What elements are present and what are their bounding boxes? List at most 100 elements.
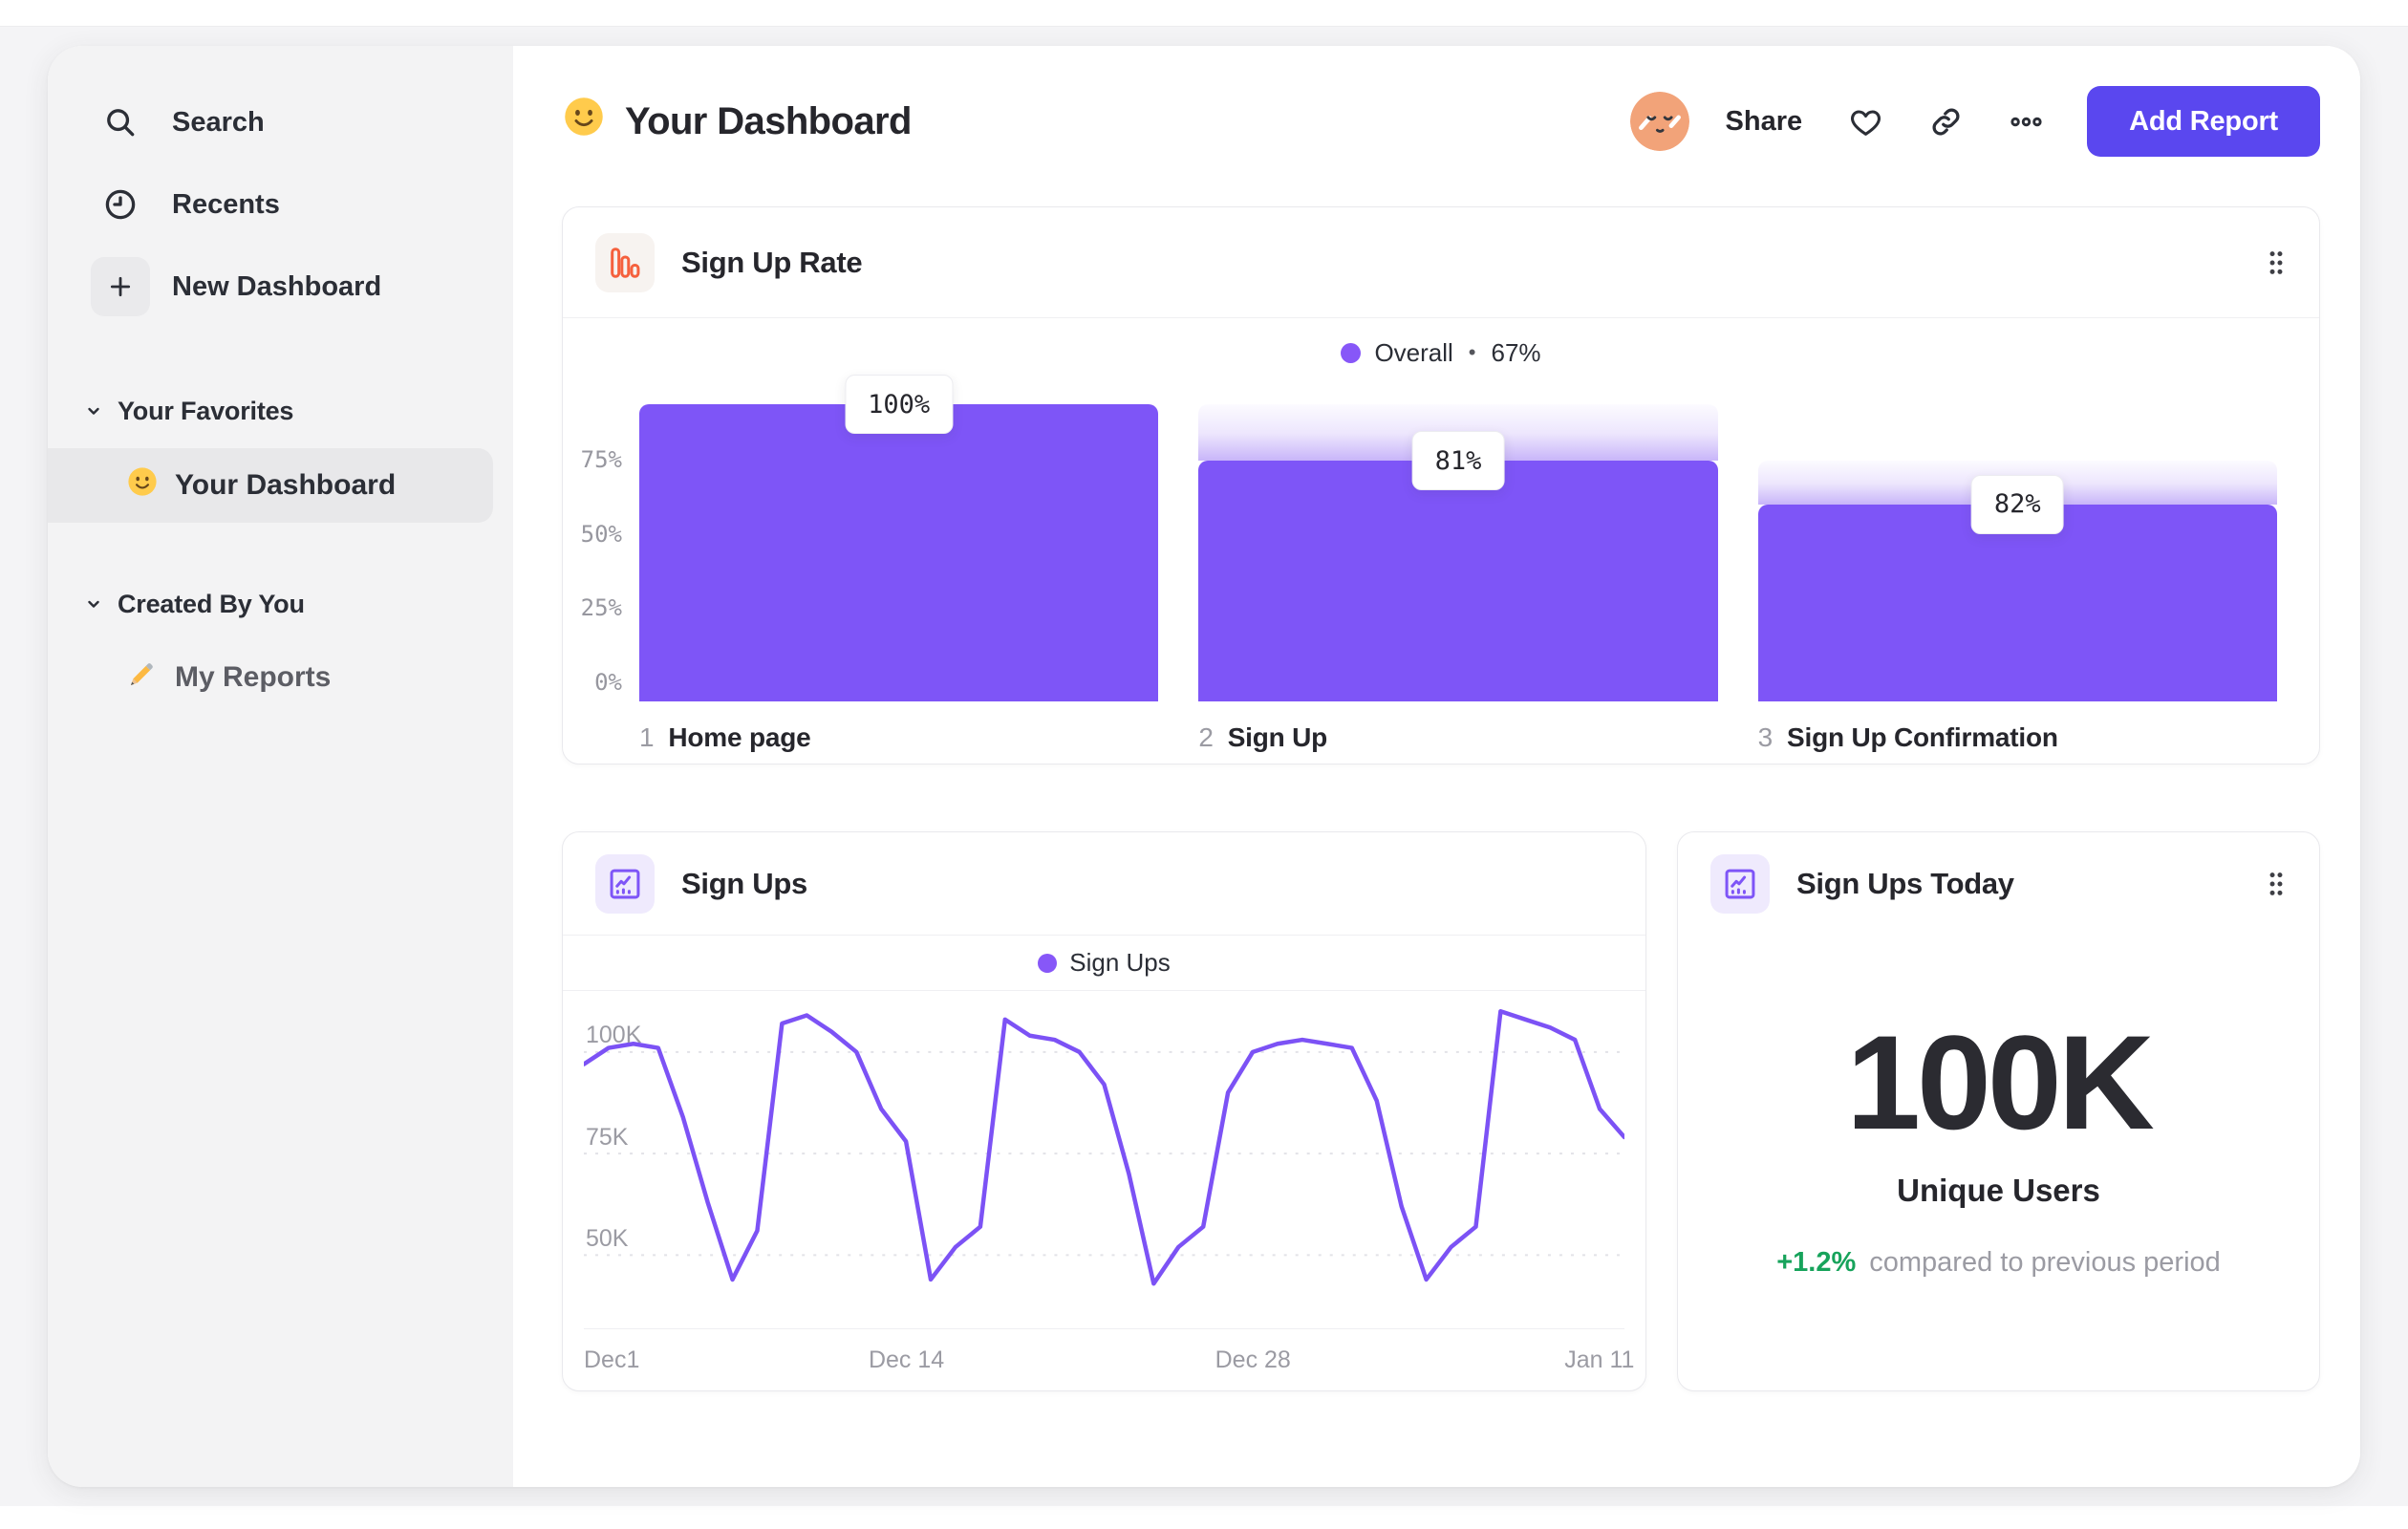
step-name: Sign Up [1227, 722, 1328, 752]
funnel-chart: 75% 50% 25% 0% 100% 81% [563, 375, 2319, 764]
header-actions: Share Add Report [1629, 86, 2320, 157]
page-title: Your Dashboard [562, 95, 912, 148]
funnel-y-axis: 75% 50% 25% 0% [563, 404, 622, 701]
add-report-button[interactable]: Add Report [2087, 86, 2320, 157]
line-x-tick: Dec1 [584, 1346, 640, 1373]
big-number-label: Unique Users [1897, 1173, 2100, 1208]
section-label: Created By You [118, 589, 305, 618]
funnel-value-chip: 82% [1970, 474, 2064, 534]
card-title: Sign Ups [681, 866, 807, 900]
funnel-y-tick: 75% [580, 445, 622, 473]
smiley-emoji-icon [126, 465, 159, 506]
card-title: Sign Up Rate [681, 245, 863, 279]
dashboard-header: Your Dashboard Share Add Report [562, 69, 2320, 174]
pencil-emoji-icon [126, 657, 159, 698]
funnel-legend: Overall • 67% [563, 318, 2319, 387]
drag-handle-icon[interactable] [2260, 247, 2292, 279]
window-top-strip [0, 0, 2408, 27]
step-name: Home page [668, 722, 811, 752]
delta-row: +1.2% compared to previous period [1678, 1247, 2319, 1279]
card-header: Sign Ups [563, 832, 1645, 936]
sidebar-item-label: My Reports [175, 661, 332, 693]
sidebar-section-your-favorites[interactable]: Your Favorites [48, 388, 513, 434]
clock-icon [101, 185, 140, 224]
page-title-text: Your Dashboard [625, 99, 912, 142]
section-label: Your Favorites [118, 396, 294, 425]
line-chart-icon [1710, 854, 1770, 914]
search-icon [101, 103, 140, 141]
card-header: Sign Ups Today [1678, 832, 2319, 936]
funnel-x-axis: 1 Home page 2 Sign Up 3 Sign Up Confirma… [639, 722, 2277, 753]
copy-link-icon[interactable] [1926, 102, 1965, 140]
sidebar-item-search[interactable]: Search [48, 81, 513, 163]
funnel-bars: 100% 81% 82% [639, 375, 2277, 701]
avatar[interactable] [1629, 92, 1689, 151]
funnel-value-chip: 100% [845, 375, 954, 434]
line-chart[interactable]: 100K 75K 50K [584, 991, 1624, 1329]
line-y-tick: 50K [586, 1225, 629, 1253]
delta-value: +1.2% [1776, 1247, 1857, 1278]
sign-ups-today-card: Sign Ups Today 100K Unique Users +1.2% c… [1677, 831, 2320, 1391]
favorite-heart-icon[interactable] [1846, 102, 1884, 140]
funnel-y-tick: 25% [580, 594, 622, 622]
delta-note: compared to previous period [1869, 1247, 2221, 1278]
drag-handle-icon[interactable] [2260, 868, 2292, 900]
sign-up-rate-card: Sign Up Rate Overall • 67% 75% 50% 25% 0% 1… [562, 206, 2320, 764]
more-options-icon[interactable] [2007, 102, 2045, 140]
step-name: Sign Up Confirmation [1787, 722, 2058, 752]
line-x-tick: Dec 28 [1215, 1346, 1291, 1373]
chevron-down-icon [82, 592, 105, 615]
funnel-bar-solid [1198, 461, 1718, 701]
funnel-bar-solid [1757, 504, 2277, 701]
line-legend: Sign Ups [563, 936, 1645, 991]
sidebar-item-label: Your Dashboard [175, 469, 397, 501]
funnel-step-label: 1 Home page [639, 722, 1158, 753]
funnel-y-tick: 0% [594, 669, 622, 696]
step-number: 3 [1757, 722, 1774, 752]
chevron-down-icon [82, 399, 105, 422]
sidebar-item-label: Search [172, 106, 265, 138]
line-chart-svg [584, 1008, 1624, 1286]
sidebar: Search Recents New Dashboard Your Favori… [48, 46, 513, 1487]
smiley-emoji-icon [562, 95, 606, 148]
line-chart-icon [595, 853, 655, 914]
share-button[interactable]: Share [1725, 105, 1803, 137]
legend-dot [1038, 953, 1058, 973]
big-number-value: 100K [1846, 1007, 2155, 1157]
legend-series: Overall [1374, 337, 1453, 367]
funnel-step-label: 3 Sign Up Confirmation [1758, 722, 2277, 753]
card-header: Sign Up Rate [563, 207, 2319, 318]
funnel-bar-sign-up-confirmation[interactable]: 82% [1757, 404, 2277, 701]
sidebar-item-new-dashboard[interactable]: New Dashboard [48, 246, 513, 328]
sidebar-item-recents[interactable]: Recents [48, 163, 513, 246]
funnel-bar-solid [639, 404, 1159, 701]
sidebar-item-label: New Dashboard [172, 270, 382, 302]
step-number: 1 [639, 722, 655, 752]
plus-icon [91, 257, 150, 316]
funnel-plot: 75% 50% 25% 0% 100% 81% [563, 375, 2319, 701]
step-number: 2 [1198, 722, 1214, 752]
line-x-axis: Dec1 Dec 14 Dec 28 Jan 11 [584, 1329, 1634, 1390]
window-bottom-strip [0, 1506, 2408, 1529]
funnel-bar-sign-up[interactable]: 81% [1198, 404, 1718, 701]
line-y-tick: 75K [586, 1123, 629, 1151]
funnel-chart-icon [595, 232, 655, 292]
card-title: Sign Ups Today [1796, 867, 2014, 900]
legend-separator: • [1468, 340, 1476, 364]
sign-ups-card: Sign Ups Sign Ups 100K 75K 50K Dec1 Dec 14 D… [562, 831, 1646, 1391]
funnel-y-tick: 50% [580, 520, 622, 548]
funnel-bar-home-page[interactable]: 100% [639, 375, 1159, 701]
funnel-value-chip: 81% [1411, 431, 1505, 491]
sidebar-item-your-dashboard[interactable]: Your Dashboard [48, 448, 493, 523]
bottom-row: Sign Ups Sign Ups 100K 75K 50K Dec1 Dec 14 D… [562, 831, 2320, 1391]
legend-dot [1341, 342, 1362, 363]
sidebar-item-label: Recents [172, 188, 280, 220]
line-x-tick: Jan 11 [1564, 1346, 1635, 1373]
funnel-step-label: 2 Sign Up [1198, 722, 1717, 753]
main-content: Your Dashboard Share Add Report Sign Up … [513, 46, 2360, 1487]
sidebar-section-created-by-you[interactable]: Created By You [48, 581, 513, 627]
sidebar-item-my-reports[interactable]: My Reports [48, 649, 513, 706]
app-surface: Search Recents New Dashboard Your Favori… [48, 46, 2360, 1487]
line-y-tick: 100K [586, 1021, 642, 1048]
legend-series: Sign Ups [1069, 948, 1171, 977]
